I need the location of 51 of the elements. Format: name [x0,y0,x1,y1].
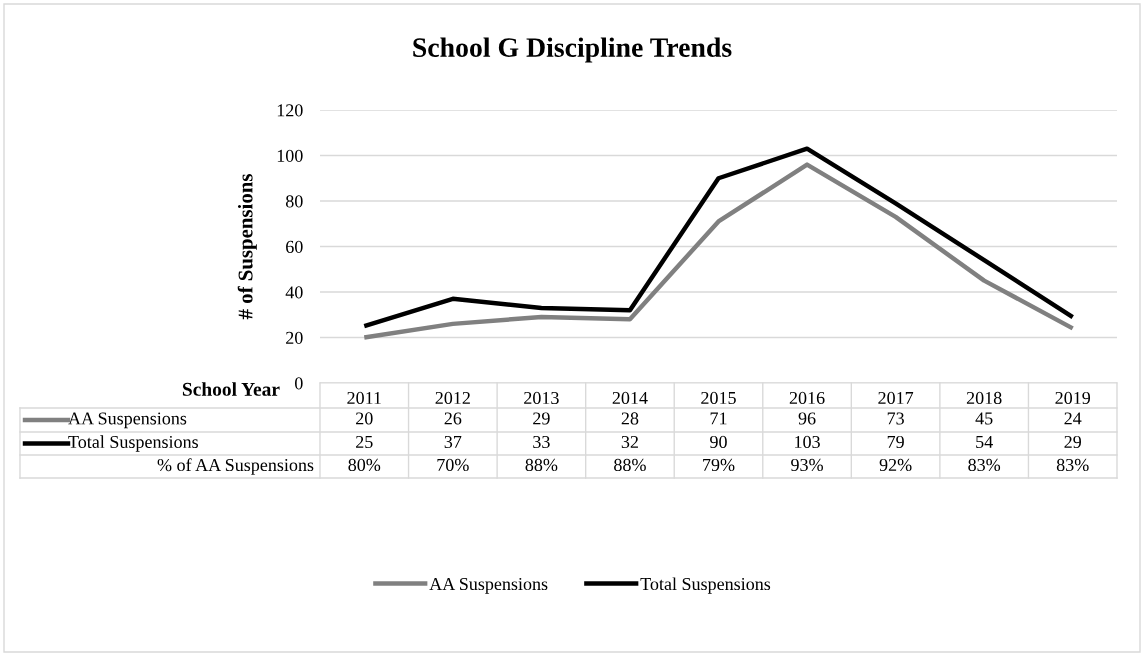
text: 88% [525,458,558,472]
y-tick-label: 20 [286,331,303,344]
text: % of AA Suspensions [157,458,314,475]
data-label: 103 [795,435,820,449]
data-label: 25 [356,435,373,449]
data-label: 54 [976,435,993,449]
text: 92% [879,458,912,472]
data-label: 29 [533,412,550,425]
text: 79% [703,458,735,472]
x-tick-label: 2017 [878,391,914,405]
data-label: 96 [798,412,816,425]
data-label: 73 [887,412,904,425]
text: 93% [791,458,823,472]
y-tick-label: 120 [277,104,303,117]
chart-title: School G Discipline Trends [413,37,732,63]
data-label: 24 [1064,412,1082,425]
text: 83% [1056,458,1089,472]
x-tick-label: 2015 [701,391,736,405]
y-tick-label: 80 [285,195,303,208]
data-label: 79 [887,435,904,449]
text: 83% [968,458,1001,472]
x-tick-label: 2018 [966,391,1002,405]
data-label: 37 [444,435,462,449]
x-tick-label: 2016 [789,391,825,405]
data-label: 45 [975,412,993,425]
x-tick-label: 2014 [612,391,648,405]
x-tick-label: 2019 [1055,391,1091,405]
text: 70% [437,458,469,472]
data-label: 71 [710,412,727,425]
data-label: 20 [356,412,373,425]
x-tick-label: 2011 [347,391,381,405]
data-label: 90 [710,435,727,449]
legend-label: AA Suspensions [68,412,187,429]
y-axis-title: # of Suspensions [237,174,257,320]
text: 88% [614,458,646,472]
data-label: 28 [621,412,639,425]
legend-label: Total Suspensions [68,435,198,452]
data-label: 26 [444,412,462,425]
text: 80% [348,458,381,472]
y-tick-label: 100 [277,149,303,162]
data-label: 29 [1064,435,1082,449]
text: Total Suspensions [640,577,771,594]
x-tick-label: 2013 [524,391,559,405]
y-tick-label: 40 [285,286,303,299]
y-tick-label: 60 [286,240,303,253]
x-axis-title: School Year [182,382,280,396]
y-tick-label: 0 [294,377,303,390]
data-label: 32 [621,435,638,449]
text: AA Suspensions [429,577,548,594]
x-tick-label: 2012 [435,391,470,405]
data-label: 33 [533,435,550,449]
